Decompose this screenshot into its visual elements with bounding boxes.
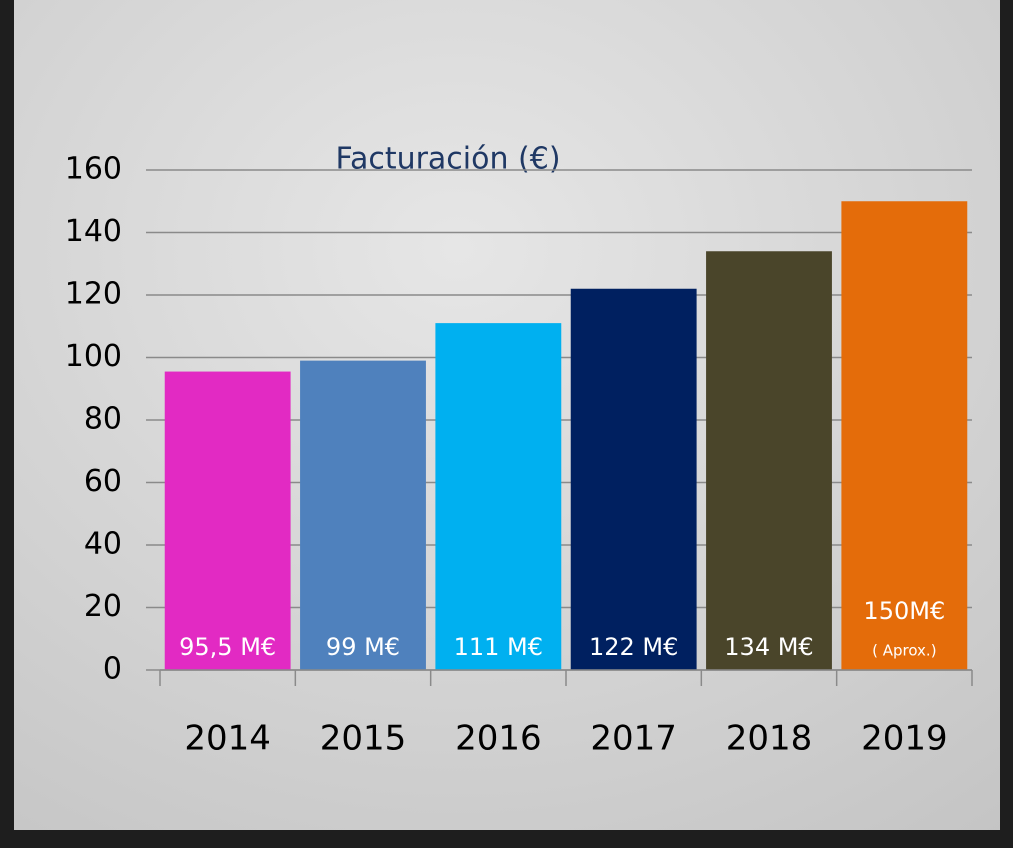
x-tick-label: 2019	[861, 719, 948, 759]
y-tick-label: 40	[84, 527, 122, 562]
page: Facturación (€) 0 20 40 60 80 100 120 140 160 201…	[0, 0, 1013, 848]
y-tick-label: 20	[84, 589, 122, 624]
y-tick-label: 80	[84, 402, 122, 437]
x-tick-label: 2016	[455, 719, 542, 759]
y-tick-label: 0	[103, 652, 122, 687]
value-label: 99 M€	[326, 633, 400, 661]
value-label: 122 M€	[589, 633, 678, 661]
y-tick-label: 60	[84, 464, 122, 499]
bar	[300, 361, 426, 670]
value-label: 134 M€	[724, 633, 813, 661]
annotation: ( Aprox.)	[872, 642, 936, 660]
bar	[435, 323, 561, 670]
value-label: 150M€	[863, 597, 945, 625]
value-label: 95,5 M€	[179, 633, 276, 661]
y-tick-label: 120	[65, 277, 122, 312]
chart: Facturación (€) 0 20 40 60 80 100 120 140 160 201…	[0, 0, 1013, 848]
x-tick-label: 2014	[184, 719, 271, 759]
bar	[165, 372, 291, 670]
x-tick-label: 2015	[320, 719, 407, 759]
x-tick-label: 2017	[590, 719, 677, 759]
y-tick-label: 100	[65, 339, 122, 374]
x-tick-label: 2018	[726, 719, 813, 759]
y-tick-label: 140	[65, 214, 122, 249]
chart-title: Facturación (€)	[335, 142, 560, 177]
y-tick-label: 160	[65, 152, 122, 187]
bar	[571, 289, 697, 670]
value-label: 111 M€	[454, 633, 543, 661]
bar	[706, 251, 832, 670]
